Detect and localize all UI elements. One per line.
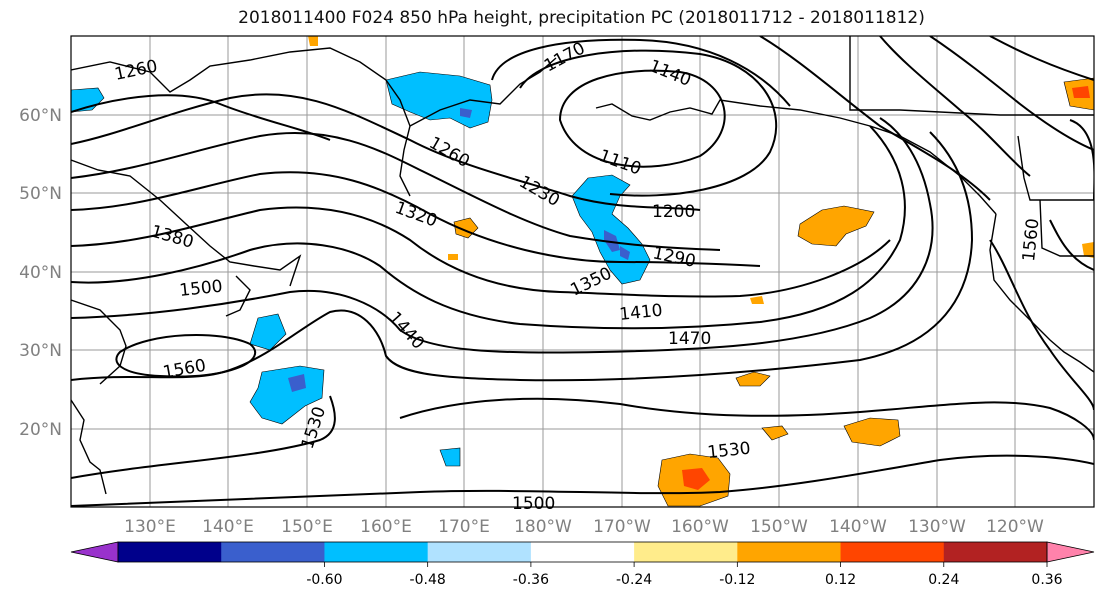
colorbar-segment: [737, 542, 842, 562]
lat-label: 40°N: [19, 263, 62, 283]
latitude-labels: 60°N 50°N 40°N 30°N 20°N: [19, 106, 62, 440]
lon-label: 120°W: [986, 517, 1044, 537]
lon-label: 130°E: [124, 517, 176, 537]
contour-label: 1410: [618, 301, 663, 325]
lon-label: 160°E: [360, 517, 412, 537]
lon-label: 130°W: [908, 517, 966, 537]
lon-label: 170°E: [438, 517, 490, 537]
lat-label: 30°N: [19, 341, 62, 361]
colorbar-segment: [634, 542, 738, 562]
contour-label: 1200: [652, 202, 695, 222]
longitude-labels: 130°E 140°E 150°E 160°E 170°E 180°W 170°…: [124, 517, 1044, 537]
colorbar-segment: [427, 542, 532, 562]
lat-label: 60°N: [19, 106, 62, 126]
lon-label: 170°W: [593, 517, 651, 537]
colorbar-tick-label: -0.36: [513, 572, 549, 588]
lon-label: 140°E: [202, 517, 254, 537]
lon-label: 140°W: [829, 517, 887, 537]
colorbar-segment: [840, 542, 945, 562]
colorbar-segment: [324, 542, 429, 562]
colorbar: -0.60-0.48-0.36-0.24-0.120.120.240.360.4…: [70, 541, 1095, 588]
lon-label: 180°W: [514, 517, 572, 537]
contour-label: 1560: [1019, 217, 1043, 262]
colorbar-tick-label: -0.60: [306, 572, 342, 588]
height-contours: [71, 36, 1094, 507]
lat-label: 20°N: [19, 420, 62, 440]
colorbar-tick-label: -0.48: [410, 572, 446, 588]
colorbar-segment: [943, 542, 1048, 562]
contour-label: 1530: [706, 439, 751, 463]
colorbar-tick-label: 0.36: [1031, 572, 1062, 588]
map-frame: [70, 35, 1095, 508]
colorbar-segment: [118, 542, 222, 562]
contour-label: 1470: [668, 329, 711, 349]
colorbar-tick-label: -0.12: [719, 572, 755, 588]
contour-label: 1500: [178, 277, 223, 301]
lon-label: 160°W: [671, 517, 729, 537]
colorbar-tick-label: -0.24: [616, 572, 652, 588]
colorbar-extend-low: [70, 541, 119, 563]
lon-label: 150°W: [750, 517, 808, 537]
lat-label: 50°N: [19, 184, 62, 204]
colorbar-segment: [530, 542, 635, 562]
colorbar-segment: [221, 542, 325, 562]
colorbar-outline: [117, 541, 1048, 563]
lon-label: 150°E: [281, 517, 333, 537]
contour-label: 1500: [512, 494, 555, 514]
colorbar-tick-label: 0.12: [825, 572, 856, 588]
precipitation-shading: [71, 36, 1094, 507]
colorbar-extend-high: [1046, 541, 1095, 563]
map-title: 2018011400 F024 850 hPa height, precipit…: [238, 8, 925, 28]
colorbar-tick-label: 0.24: [928, 572, 959, 588]
